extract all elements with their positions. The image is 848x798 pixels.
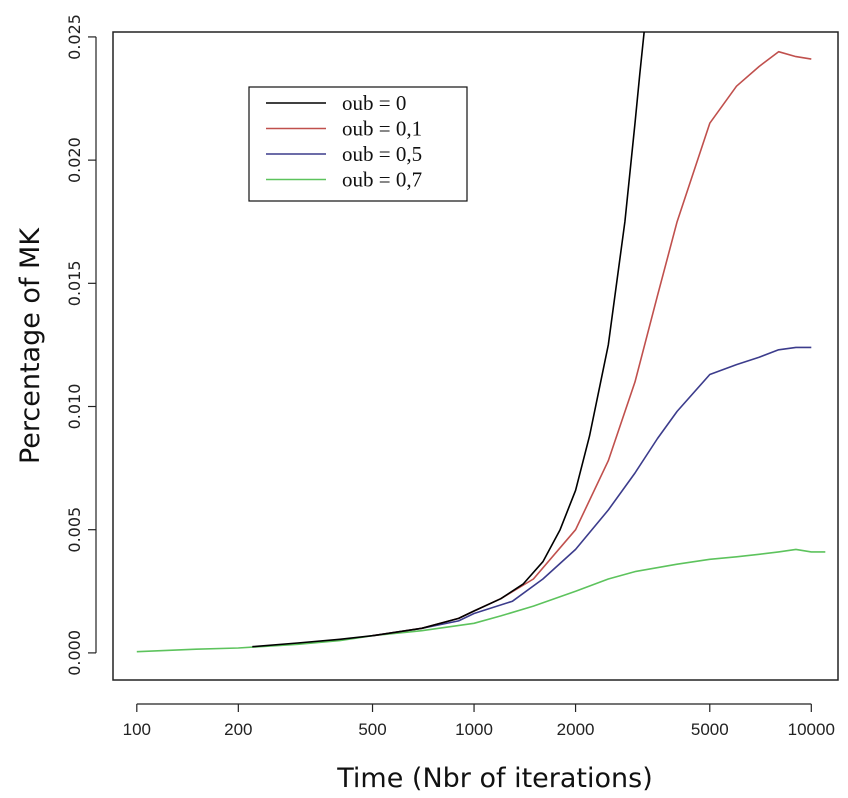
- x-tick-label: 10000: [788, 720, 835, 739]
- y-tick-label: 0.020: [65, 137, 84, 183]
- y-tick-label: 0.015: [65, 260, 84, 306]
- y-tick-label: 0.005: [65, 507, 84, 553]
- series-line: [372, 346, 812, 637]
- legend-label: oub = 0: [342, 91, 406, 115]
- series-line: [252, 32, 645, 648]
- y-axis: 0.000 0.005 0.010 0.015 0.020 0.025: [65, 14, 97, 676]
- y-tick-label: 0.000: [65, 630, 84, 676]
- x-axis-title: Time (Nbr of iterations): [336, 763, 652, 794]
- x-tick-label: 100: [123, 720, 151, 739]
- x-axis: 100 200 500 1000 2000 5000 10000: [123, 703, 835, 739]
- y-tick-label: 0.025: [65, 14, 84, 60]
- y-axis-title: Percentage of MK: [15, 227, 46, 464]
- x-tick-label: 200: [224, 720, 252, 739]
- x-tick-label: 5000: [691, 720, 729, 739]
- legend-label: oub = 0,1: [342, 117, 422, 141]
- x-tick-label: 1000: [455, 720, 493, 739]
- y-tick-label: 0.010: [65, 384, 84, 430]
- x-tick-label: 500: [358, 720, 386, 739]
- plot-area: [112, 31, 839, 681]
- series-group: [136, 32, 826, 653]
- legend-label: oub = 0,7: [342, 168, 422, 192]
- legend-box: [248, 86, 468, 202]
- plot-frame: [112, 31, 839, 681]
- legend-label: oub = 0,5: [342, 142, 422, 166]
- x-tick-label: 2000: [557, 720, 595, 739]
- series-line: [136, 548, 826, 653]
